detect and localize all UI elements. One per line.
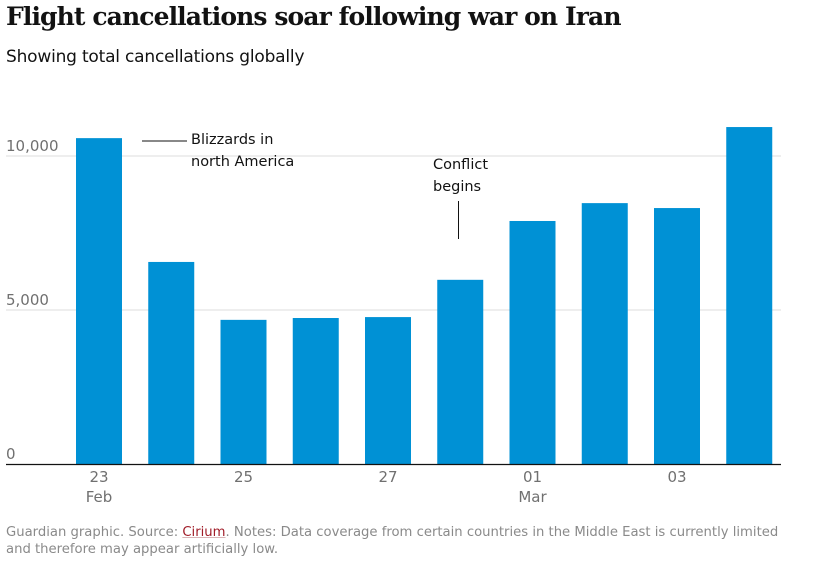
footer-notes: . Notes: Data coverage from certain coun…	[6, 525, 779, 557]
bar: 23 Feb: 10580	[76, 138, 122, 465]
bar: 02 Mar: 8470	[581, 203, 628, 464]
bar: 26 Feb: 4740	[292, 318, 339, 464]
bar: 04 Mar: 10940	[726, 127, 773, 464]
annotation-text: Conflict	[433, 157, 488, 173]
annotation-text: begins	[433, 179, 481, 195]
chart-title: Flight cancellations soar following war …	[6, 2, 622, 31]
chart-subtitle: Showing total cancellations globally	[6, 47, 305, 67]
x-axis-labels: 23 Feb 25 27 01 Mar 03	[86, 468, 687, 506]
x-tick-label: 27	[378, 468, 397, 486]
y-tick-label: 5,000	[6, 291, 49, 309]
x-tick-month-label: Mar	[518, 488, 547, 506]
y-tick-label: 10,000	[6, 137, 59, 155]
y-tick-label: 0	[6, 445, 16, 463]
bar: 24 Feb: 6560	[148, 261, 195, 464]
source-link[interactable]: Cirium	[182, 525, 226, 540]
bar: 27 Feb: 4770	[365, 317, 411, 464]
x-tick-label: 23	[89, 468, 108, 486]
x-tick-label: 03	[667, 468, 686, 486]
bar: 01 Mar: 7890	[509, 220, 556, 464]
bars: 23 Feb: 10580 24 Feb: 6560 25 Feb: 4680 26 …	[76, 127, 773, 465]
x-tick-month-label: Feb	[86, 488, 113, 506]
annotation-text: north America	[191, 154, 294, 170]
x-tick-label: 25	[234, 468, 253, 486]
bar-chart: 0 5,000 10,000 23 Feb: 10580 24 Feb: 6560 25…	[6, 127, 781, 506]
footer-credit: Guardian graphic. Source:	[6, 525, 183, 540]
annotation-text: Blizzards in	[191, 132, 273, 148]
chart-footer: Guardian graphic. Source: Cirium. Notes:…	[6, 524, 796, 558]
y-axis-labels: 0 5,000 10,000	[6, 137, 59, 463]
annotations: Blizzards in north America Conflict begins	[142, 132, 488, 239]
gridlines	[6, 155, 781, 311]
x-tick-label: 01	[523, 468, 542, 486]
bar: 28 Feb: 5980	[437, 279, 484, 464]
bar: 25 Feb: 4680	[220, 319, 267, 464]
bar: 03 Mar: 8310	[654, 208, 700, 464]
